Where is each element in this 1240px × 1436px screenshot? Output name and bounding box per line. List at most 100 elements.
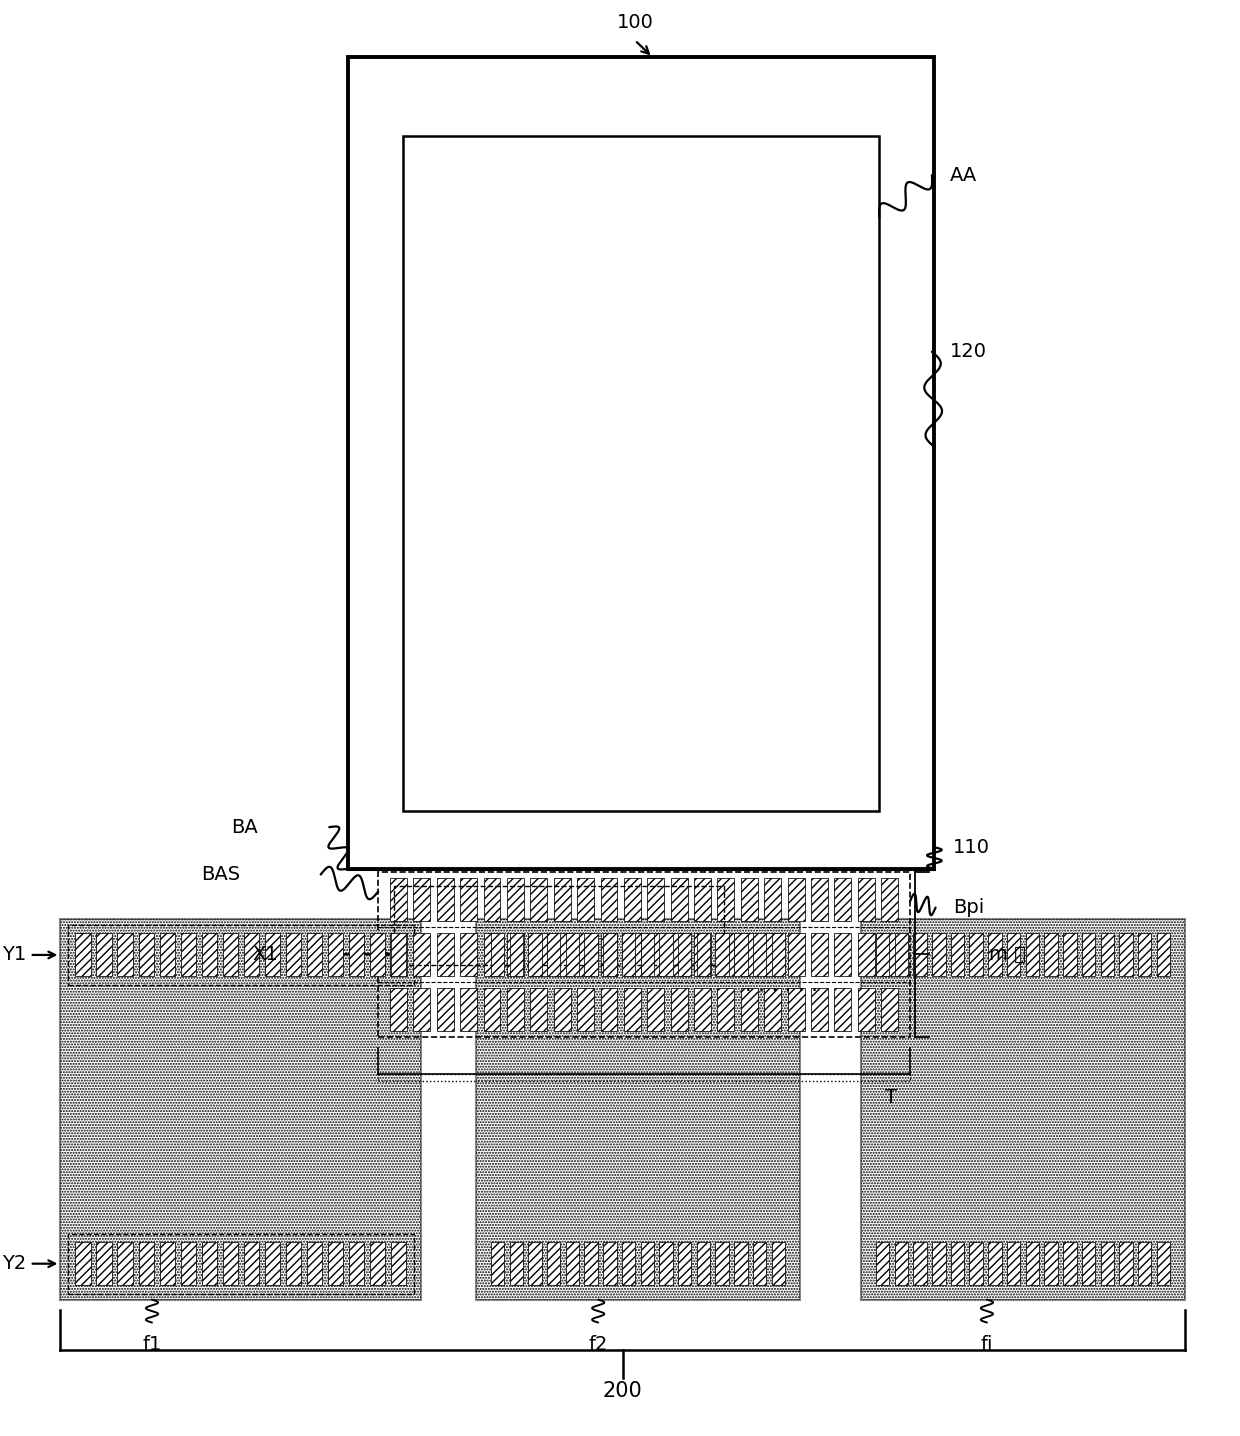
Bar <box>347 57 935 869</box>
Bar <box>68 1234 414 1294</box>
Bar <box>715 933 729 976</box>
Bar <box>858 988 874 1031</box>
Bar <box>565 1242 579 1285</box>
Bar <box>914 933 926 976</box>
Bar <box>694 933 711 976</box>
Text: Bpi: Bpi <box>952 898 985 918</box>
Bar <box>660 933 673 976</box>
Bar <box>391 933 407 976</box>
Bar <box>1120 933 1132 976</box>
Bar <box>391 988 407 1031</box>
Text: Y1: Y1 <box>1 945 26 965</box>
Bar <box>484 933 501 976</box>
Bar <box>740 988 758 1031</box>
Bar <box>718 988 734 1031</box>
Text: Y2: Y2 <box>1 1254 26 1274</box>
Bar <box>875 1242 889 1285</box>
Bar <box>160 933 175 976</box>
Bar <box>764 877 781 920</box>
Bar <box>531 877 547 920</box>
Text: 110: 110 <box>952 837 990 857</box>
Bar <box>565 933 579 976</box>
Bar <box>531 988 547 1031</box>
Text: T: T <box>885 1088 898 1107</box>
Bar <box>370 933 384 976</box>
Bar <box>894 933 908 976</box>
Bar <box>181 1242 196 1285</box>
Bar <box>882 988 898 1031</box>
Bar <box>694 988 711 1031</box>
Bar <box>1138 933 1152 976</box>
Bar <box>1157 1242 1171 1285</box>
Bar <box>1044 933 1058 976</box>
Bar <box>61 919 420 1300</box>
Bar <box>641 933 653 976</box>
Bar <box>624 933 641 976</box>
Text: 100: 100 <box>616 13 653 32</box>
Bar <box>753 1242 766 1285</box>
Bar <box>378 872 910 1037</box>
Text: · · · · · ·: · · · · · · <box>745 981 818 1001</box>
Bar <box>306 933 321 976</box>
Bar <box>660 1242 673 1285</box>
Bar <box>491 933 505 976</box>
Bar <box>697 933 711 976</box>
Bar <box>584 1242 598 1285</box>
Bar <box>160 1242 175 1285</box>
Bar <box>391 877 407 920</box>
Bar <box>1025 1242 1039 1285</box>
Bar <box>139 1242 154 1285</box>
Bar <box>600 877 618 920</box>
Bar <box>1063 1242 1076 1285</box>
Bar <box>222 933 238 976</box>
Bar <box>764 988 781 1031</box>
Bar <box>413 877 430 920</box>
Bar <box>243 1242 259 1285</box>
Bar <box>1081 933 1095 976</box>
Bar <box>771 933 785 976</box>
Bar <box>875 933 889 976</box>
Bar <box>894 1242 908 1285</box>
Bar <box>327 933 342 976</box>
Bar <box>76 1242 91 1285</box>
Bar <box>181 933 196 976</box>
Bar <box>1063 933 1076 976</box>
Bar <box>951 1242 965 1285</box>
Bar <box>835 988 852 1031</box>
Bar <box>285 933 301 976</box>
Bar <box>577 988 594 1031</box>
Bar <box>222 1242 238 1285</box>
Bar <box>734 1242 748 1285</box>
Bar <box>694 877 711 920</box>
Bar <box>554 933 570 976</box>
Bar <box>554 877 570 920</box>
Bar <box>715 1242 729 1285</box>
Text: X1: X1 <box>252 945 278 964</box>
Bar <box>436 877 454 920</box>
Bar <box>858 877 874 920</box>
Bar <box>460 877 477 920</box>
Bar <box>787 988 805 1031</box>
Bar <box>861 919 1185 1300</box>
Bar <box>285 1242 301 1285</box>
Bar <box>621 933 635 976</box>
Bar <box>734 933 748 976</box>
Bar <box>370 1242 384 1285</box>
Bar <box>603 1242 616 1285</box>
Bar <box>718 877 734 920</box>
Bar <box>647 877 665 920</box>
Text: fi: fi <box>981 1335 993 1354</box>
Bar <box>97 1242 112 1285</box>
Bar <box>348 1242 363 1285</box>
Bar <box>1044 1242 1058 1285</box>
Bar <box>861 919 1185 1300</box>
Bar <box>327 1242 342 1285</box>
Bar <box>697 1242 711 1285</box>
Bar <box>460 988 477 1031</box>
Bar <box>678 1242 692 1285</box>
Text: BAS: BAS <box>201 864 241 885</box>
Bar <box>1025 933 1039 976</box>
Bar <box>391 1242 405 1285</box>
Bar <box>1081 1242 1095 1285</box>
Bar <box>97 933 112 976</box>
